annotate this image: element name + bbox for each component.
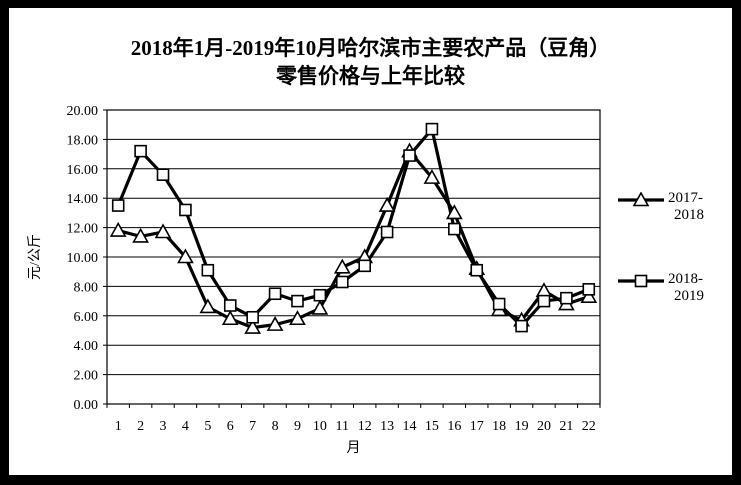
data-point-square-2018-2019	[582, 283, 596, 296]
legend-marker-square	[634, 274, 648, 288]
data-point-square-2018-2019	[223, 299, 237, 312]
y-tick-label: 6.00	[74, 310, 99, 325]
x-tick-label: 5	[204, 419, 211, 434]
y-tick-label: 8.00	[74, 280, 99, 295]
data-point-triangle-2017-2018	[378, 196, 396, 212]
data-point-square-2018-2019	[246, 310, 259, 324]
legend-label: 2017- 2018	[668, 190, 704, 224]
x-tick-label: 2	[137, 419, 144, 434]
data-point-square-2018-2019	[470, 263, 484, 277]
data-point-triangle-2017-2018	[132, 227, 149, 243]
chart-title-line1: 2018年1月-2019年10月哈尔滨市主要农产品（豆角）	[130, 36, 611, 60]
x-tick-label: 17	[470, 419, 484, 434]
chart-title-line2: 零售价格与上年比较	[276, 64, 465, 88]
x-tick-label: 6	[227, 419, 234, 434]
square-marker-icon	[618, 274, 664, 288]
x-tick-label: 3	[160, 419, 167, 434]
data-point-square-2018-2019	[179, 203, 192, 217]
data-point-square-2018-2019	[380, 225, 394, 239]
data-point-triangle-2017-2018	[423, 168, 441, 184]
x-tick-label: 13	[380, 419, 394, 434]
y-tick-label: 0.00	[74, 398, 99, 413]
y-axis-title: 元/公斤	[27, 234, 43, 280]
x-tick-label: 8	[272, 419, 279, 434]
data-point-square-2018-2019	[425, 122, 439, 136]
y-tick-label: 10.00	[67, 251, 99, 266]
data-point-triangle-2017-2018	[199, 298, 217, 314]
x-tick-label: 21	[559, 419, 573, 434]
y-tick-label: 12.00	[67, 222, 99, 237]
data-point-square-2018-2019	[448, 222, 461, 236]
data-point-square-2018-2019	[134, 144, 147, 158]
legend-label-line2: 2018	[674, 207, 704, 223]
x-tick-label: 9	[294, 419, 301, 434]
data-point-square-2018-2019	[492, 297, 506, 311]
y-tick-label: 18.00	[67, 133, 99, 148]
chart-title: 2018年1月-2019年10月哈尔滨市主要农产品（豆角） 零售价格与上年比较	[9, 34, 732, 90]
legend-label-line1: 2018-	[668, 271, 703, 287]
data-point-triangle-2017-2018	[580, 288, 598, 303]
legend-marker-triangle	[632, 192, 650, 207]
series-line-2017-2018	[117, 148, 590, 330]
legend-item-2018-2019: 2018- 2019	[618, 271, 730, 305]
data-point-triangle-2017-2018	[177, 248, 194, 264]
data-point-triangle-2017-2018	[445, 204, 463, 220]
data-point-square-2018-2019	[111, 199, 125, 212]
data-point-square-2018-2019	[201, 263, 215, 277]
legend-label-line2: 2019	[674, 288, 704, 304]
y-tick-label: 14.00	[67, 192, 99, 207]
data-point-triangle-2017-2018	[311, 299, 329, 315]
x-tick-label: 15	[425, 419, 439, 434]
y-tick-label: 16.00	[67, 163, 99, 178]
x-tick-label: 18	[492, 419, 506, 434]
series-line-2018-2019	[116, 125, 590, 329]
data-point-square-2018-2019	[403, 149, 416, 162]
x-tick-label: 12	[358, 419, 372, 434]
legend-label: 2018- 2019	[668, 271, 704, 305]
x-tick-label: 10	[313, 419, 327, 434]
x-tick-label: 19	[515, 419, 529, 434]
data-point-triangle-2017-2018	[221, 310, 239, 326]
data-point-triangle-2017-2018	[244, 318, 262, 334]
data-point-triangle-2017-2018	[289, 310, 306, 326]
legend-label-line1: 2017-	[668, 190, 703, 206]
data-point-square-2018-2019	[268, 287, 282, 301]
y-tick-label: 2.00	[74, 369, 99, 384]
data-point-triangle-2017-2018	[109, 221, 127, 237]
data-point-square-2018-2019	[291, 294, 304, 308]
y-tick-label: 20.00	[67, 104, 99, 119]
chart-canvas: 0.00 2.00 4.00 6.00 8.00 10.00 12.00 14.00 16.00…	[27, 104, 601, 456]
data-point-square-2018-2019	[515, 319, 528, 333]
data-point-square-2018-2019	[156, 168, 170, 181]
data-point-triangle-2017-2018	[154, 223, 172, 239]
data-point-square-2018-2019	[537, 294, 551, 308]
x-tick-label: 4	[182, 419, 189, 434]
data-point-square-2018-2019	[560, 291, 573, 305]
legend-item-2017-2018: 2017- 2018	[618, 190, 730, 224]
x-tick-label: 14	[403, 419, 417, 434]
x-tick-label: 7	[249, 419, 256, 434]
x-tick-label: 1	[115, 419, 122, 434]
x-tick-label: 11	[336, 419, 349, 434]
data-point-square-2018-2019	[313, 288, 327, 302]
x-tick-label: 16	[447, 419, 461, 434]
chart-panel: 2018年1月-2019年10月哈尔滨市主要农产品（豆角） 零售价格与上年比较 …	[9, 8, 732, 475]
data-point-square-2018-2019	[358, 259, 372, 273]
data-point-triangle-2017-2018	[266, 315, 284, 331]
y-tick-label: 4.00	[74, 339, 99, 354]
x-axis-title: 月	[347, 440, 361, 456]
data-point-triangle-2017-2018	[535, 282, 553, 298]
triangle-marker-icon	[618, 192, 664, 207]
x-tick-label: 22	[582, 419, 596, 434]
data-point-square-2018-2019	[335, 275, 349, 289]
chart-legend: 2017- 2018 2018- 2019	[618, 190, 730, 352]
x-tick-label: 20	[537, 419, 551, 434]
data-point-triangle-2017-2018	[333, 258, 351, 274]
